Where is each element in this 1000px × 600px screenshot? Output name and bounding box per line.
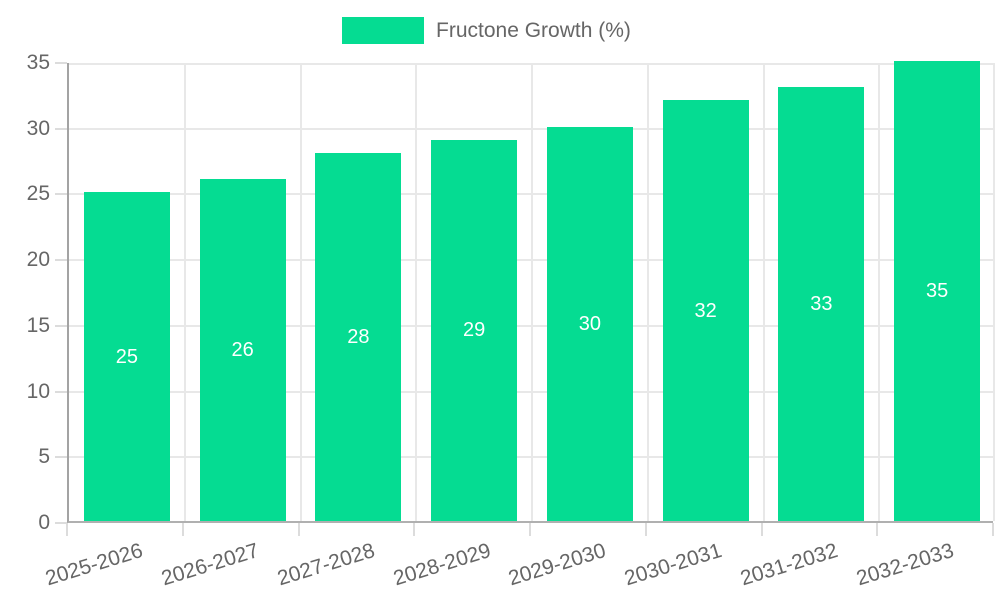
x-tick-label: 2031-2032 [737,538,841,591]
y-tick-label: 15 [26,313,50,337]
x-tick-label: 2026-2027 [158,538,262,591]
y-tick-label: 0 [38,511,50,534]
x-axis-tick [760,523,763,536]
bar-value-label: 26 [231,339,254,362]
gridline-vertical [993,63,995,521]
y-tick-label: 30 [26,116,50,140]
bar-value-label: 25 [115,345,138,368]
y-axis-tick [55,522,67,524]
bar-value-label: 30 [578,312,601,335]
bar[interactable]: 32 [662,100,749,521]
y-axis-tick [55,127,67,130]
x-tick-label: 2032-2033 [853,538,957,591]
y-tick-label: 20 [26,248,50,272]
bar-value-label: 35 [926,280,949,302]
plot-area: 25 26 28 29 30 32 33 35 [67,61,995,523]
y-axis-tick [55,259,67,262]
gridline-vertical [762,63,765,521]
x-axis-tick [181,523,184,536]
y-axis-tick [55,390,67,393]
x-axis-tick [992,523,994,536]
legend-label: Fructone Growth (%) [436,19,631,42]
x-axis-tick [297,523,300,536]
bar[interactable]: 25 [83,192,170,521]
x-tick-label: 2028-2029 [390,538,494,591]
y-tick-label: 35 [26,51,50,74]
bar[interactable]: 35 [894,61,981,521]
gridline-vertical [878,63,881,521]
x-tick-label: 2030-2031 [621,538,725,591]
gridline-vertical [299,63,302,521]
bar-value-label: 29 [463,319,486,342]
y-tick-label: 5 [38,445,50,469]
bar-value-label: 32 [694,299,717,322]
bar[interactable]: 30 [546,126,633,521]
x-axis: 2025-2026 2026-2027 2027-2028 2028-2029 2029… [43,532,993,600]
gridline-vertical [183,63,186,521]
bar[interactable]: 29 [431,139,518,521]
y-axis-tick [55,324,67,327]
y-axis: 0 5 10 15 20 25 30 35 [0,51,50,534]
gridline-vertical [646,63,649,521]
x-axis-tick [66,523,68,536]
gridline-vertical [415,63,418,521]
x-axis-tick [876,523,879,536]
x-axis-tick [529,523,531,536]
bar-value-label: 33 [810,293,833,316]
legend-swatch [342,17,424,44]
gridline-vertical [531,63,533,521]
x-axis-tick [413,523,416,536]
x-axis-tick [644,523,647,536]
y-axis-tick [55,456,67,459]
x-tick-label: 2027-2028 [274,538,378,591]
bar[interactable]: 33 [778,87,865,521]
bar[interactable]: 28 [315,153,402,521]
y-axis-tick [55,193,67,196]
bar-value-label: 28 [347,326,370,348]
x-tick-label: 2025-2026 [43,538,146,591]
y-tick-label: 10 [26,379,50,403]
y-tick-label: 25 [26,182,50,206]
x-tick-label: 2029-2030 [506,538,609,591]
y-axis-tick [55,62,67,64]
legend-item[interactable]: Fructone Growth (%) [342,17,631,44]
bar[interactable]: 26 [199,179,286,521]
